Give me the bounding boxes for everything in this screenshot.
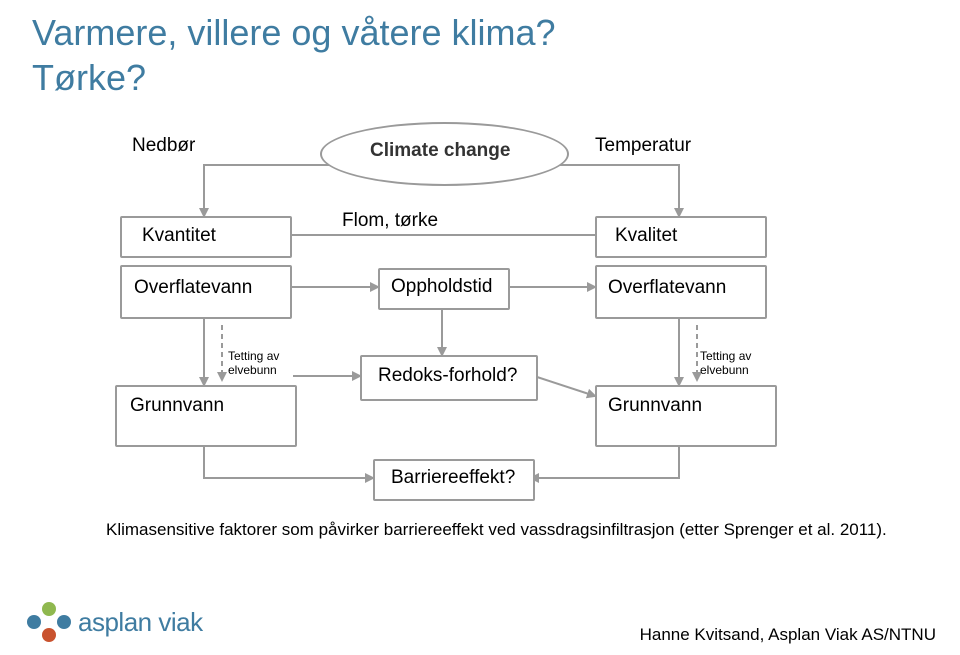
label-grunnvann-right: Grunnvann	[608, 395, 702, 417]
label-grunnvann-left: Grunnvann	[130, 395, 224, 417]
caption: Klimasensitive faktorer som påvirker bar…	[106, 520, 887, 540]
logo-asplan-viak: asplan viak	[26, 599, 203, 645]
label-kvantitet: Kvantitet	[142, 225, 216, 247]
page-title: Varmere, villere og våtere klima? Tørke?	[32, 10, 556, 100]
tet-l-l2: elvebunn	[228, 363, 277, 377]
label-redoks: Redoks-forhold?	[378, 365, 517, 387]
logo-icon	[26, 599, 72, 645]
label-tetting-right: Tetting av elvebunn	[700, 350, 751, 378]
footer-text: Hanne Kvitsand, Asplan Viak AS/NTNU	[640, 625, 936, 645]
logo-text: asplan viak	[78, 607, 203, 638]
label-surface-left: Overflatevann	[134, 277, 252, 299]
tet-r-l1: Tetting av	[700, 349, 751, 363]
label-tetting-left: Tetting av elvebunn	[228, 350, 279, 378]
label-nedbor: Nedbør	[132, 135, 195, 157]
label-oppholdstid: Oppholdstid	[391, 276, 492, 298]
title-line-2: Tørke?	[32, 57, 146, 98]
label-kvalitet: Kvalitet	[615, 225, 677, 247]
tet-l-l1: Tetting av	[228, 349, 279, 363]
tet-r-l2: elvebunn	[700, 363, 749, 377]
label-barriere: Barriereeffekt?	[391, 467, 515, 489]
climate-ellipse-text: Climate change	[370, 140, 510, 162]
label-surface-right: Overflatevann	[608, 277, 726, 299]
label-flom: Flom, tørke	[342, 210, 438, 232]
label-temperatur: Temperatur	[595, 135, 691, 157]
title-line-1: Varmere, villere og våtere klima?	[32, 12, 556, 53]
